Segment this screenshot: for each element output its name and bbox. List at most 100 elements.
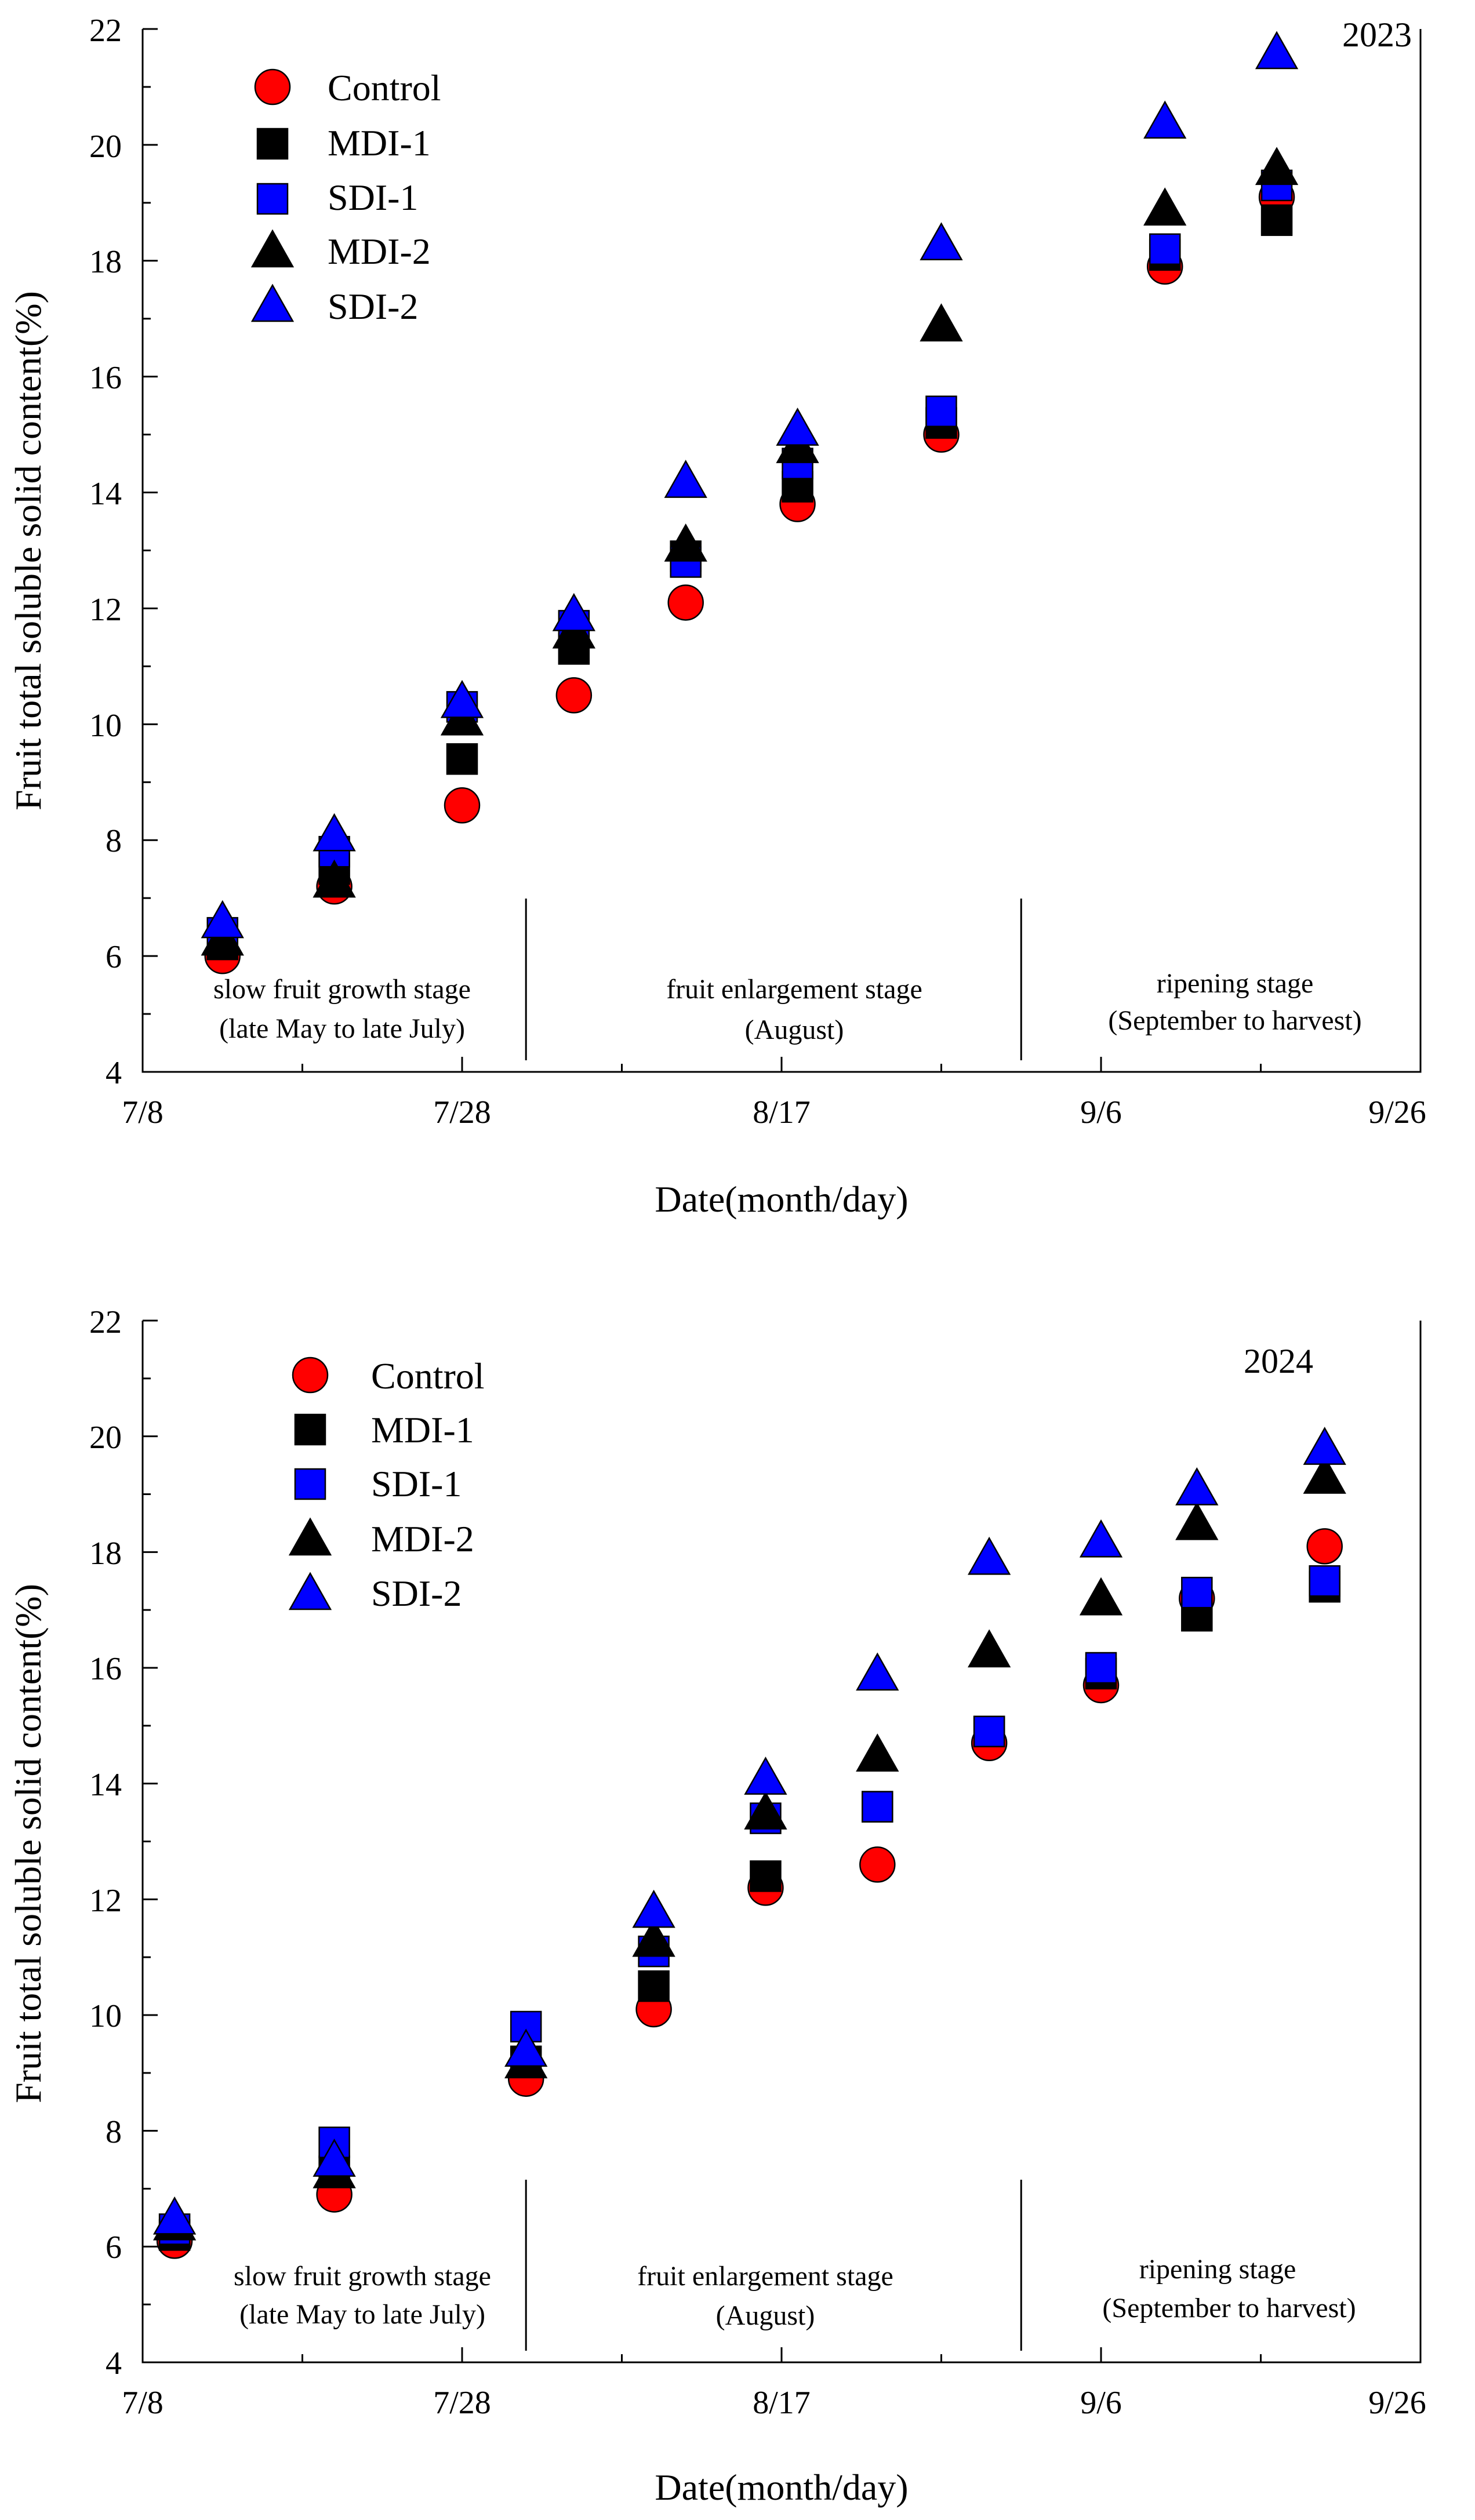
x-tick-label: 8/17 — [753, 2385, 811, 2421]
stage-2-name: fruit enlargement stage — [637, 2261, 893, 2292]
x-axis-title: Date(month/day) — [655, 2467, 908, 2508]
point-sdi-1 — [1085, 1652, 1117, 1684]
legend-marker-mdi-1 — [294, 1413, 326, 1446]
data-marks-2023 — [201, 31, 1299, 974]
y-tick-label: 12 — [89, 1883, 122, 1919]
point-mdi-1 — [446, 743, 478, 775]
point-sdi-2 — [776, 408, 819, 446]
legend-2024: Control MDI-1 SDI-1 MDI-2 SDI-2 — [288, 1355, 485, 1614]
point-sdi-2 — [920, 222, 963, 261]
point-mdi-1 — [638, 1970, 670, 2002]
y-tick-label: 4 — [106, 2346, 122, 2381]
x-tick-label: 9/26 — [1368, 2385, 1426, 2421]
legend-label: MDI-1 — [371, 1409, 474, 1450]
legend-label: SDI-2 — [328, 286, 418, 327]
point-mdi-2 — [968, 1629, 1011, 1668]
legend-label: MDI-2 — [371, 1518, 474, 1559]
y-tick-labels-2024: 4 6 8 10 12 14 16 18 20 22 — [89, 1304, 122, 2381]
y-tick-label: 4 — [106, 1055, 122, 1091]
point-mdi-2 — [664, 523, 707, 562]
chart-panel-2024: 4 6 8 10 12 14 16 18 20 22 7/8 7/28 8/17… — [8, 1304, 1426, 2508]
y-tick-label: 6 — [106, 2230, 122, 2266]
point-sdi-1 — [925, 395, 957, 427]
legend-label: SDI-2 — [371, 1573, 462, 1614]
axis-ticks-2023 — [141, 28, 1422, 1073]
point-mdi-2 — [1255, 147, 1299, 186]
y-tick-label: 18 — [89, 1536, 122, 1572]
stage-2-period: (August) — [745, 1014, 844, 1045]
y-tick-label: 20 — [89, 1420, 122, 1456]
stage-3-period: (September to harvest) — [1102, 2293, 1356, 2323]
point-sdi-1 — [1181, 1576, 1213, 1609]
point-control — [667, 584, 704, 621]
point-sdi-2 — [1079, 1519, 1123, 1558]
x-tick-label: 8/17 — [753, 1094, 811, 1130]
point-mdi-2 — [313, 859, 356, 898]
legend-marker-mdi-2 — [288, 1517, 332, 1556]
data-marks-2024 — [152, 1427, 1346, 2259]
point-sdi-2 — [440, 679, 484, 718]
legend-label: MDI-1 — [328, 122, 431, 163]
point-sdi-2 — [1303, 1427, 1346, 1465]
plot-frame-2023 — [141, 29, 1422, 1073]
point-sdi-2 — [201, 900, 244, 939]
y-tick-label: 8 — [106, 2114, 122, 2150]
chart-title: 2024 — [1244, 1342, 1313, 1380]
point-control — [859, 1846, 896, 1883]
x-tick-label: 7/28 — [433, 1094, 491, 1130]
x-tick-labels-2024: 7/8 7/28 8/17 9/6 9/26 — [122, 2385, 1426, 2421]
legend-marker-sdi-1 — [256, 183, 289, 215]
legend-label: SDI-1 — [328, 177, 418, 218]
point-sdi-1 — [862, 1791, 893, 1823]
stage-1-name: slow fruit growth stage — [213, 974, 471, 1005]
y-tick-label: 6 — [106, 939, 122, 975]
legend-marker-sdi-2 — [250, 283, 295, 322]
stage-1-period: (late May to late July) — [219, 1013, 465, 1044]
legend-label: Control — [328, 67, 441, 108]
point-mdi-1 — [750, 1860, 782, 1892]
point-mdi-2 — [1303, 1456, 1346, 1494]
y-tick-label: 18 — [89, 244, 122, 280]
point-control — [444, 787, 481, 824]
point-sdi-2 — [504, 2028, 548, 2067]
point-sdi-2 — [152, 2196, 197, 2235]
y-tick-labels-2023: 4 6 8 10 12 14 16 18 20 22 — [89, 13, 122, 1091]
stage-1-name: slow fruit growth stage — [234, 2261, 491, 2292]
legend-marker-mdi-2 — [250, 229, 295, 268]
point-sdi-2 — [313, 2139, 356, 2177]
point-mdi-2 — [1175, 1501, 1219, 1540]
point-sdi-1 — [973, 1715, 1005, 1748]
point-mdi-2 — [1079, 1577, 1123, 1616]
legend-marker-control — [292, 1357, 329, 1394]
legend-2023: Control MDI-1 SDI-1 MDI-2 SDI-2 — [250, 67, 441, 327]
legend-marker-sdi-2 — [288, 1572, 332, 1610]
point-sdi-1 — [1309, 1565, 1340, 1597]
stage-1-period: (late May to late July) — [239, 2299, 485, 2330]
x-tick-label: 9/6 — [1080, 2385, 1122, 2421]
point-sdi-2 — [1175, 1467, 1219, 1506]
point-sdi-2 — [968, 1536, 1011, 1575]
y-tick-label: 16 — [89, 360, 122, 396]
point-mdi-2 — [632, 1918, 675, 1957]
point-control — [555, 677, 593, 714]
stage-2-period: (August) — [716, 2300, 815, 2331]
point-sdi-2 — [552, 592, 595, 631]
point-sdi-2 — [1255, 31, 1299, 70]
x-tick-label: 7/8 — [122, 1094, 164, 1130]
point-sdi-2 — [632, 1889, 675, 1928]
legend-label: SDI-1 — [371, 1463, 462, 1504]
plot-frame-2024 — [141, 1321, 1422, 2363]
x-axis-title: Date(month/day) — [655, 1179, 908, 1220]
y-tick-label: 8 — [106, 823, 122, 859]
legend-label: MDI-2 — [328, 231, 431, 272]
y-tick-label: 14 — [89, 1767, 122, 1803]
y-axis-title: Fruit total soluble solid content(%) — [8, 291, 49, 810]
legend-marker-sdi-1 — [294, 1468, 326, 1500]
point-mdi-1 — [1260, 204, 1293, 237]
y-axis-title: Fruit total soluble solid content(%) — [8, 1584, 49, 2103]
point-sdi-2 — [664, 460, 707, 498]
y-tick-label: 12 — [89, 592, 122, 628]
legend-marker-mdi-1 — [256, 128, 289, 160]
y-tick-label: 16 — [89, 1651, 122, 1687]
